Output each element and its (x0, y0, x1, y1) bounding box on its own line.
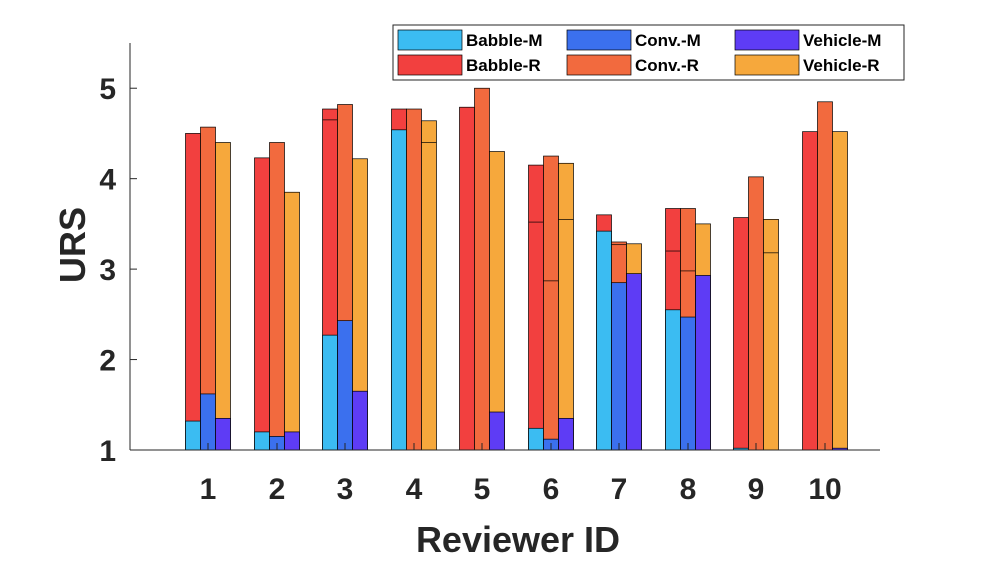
y-tick-label: 2 (99, 345, 116, 378)
legend-swatch-babble-r (397, 54, 463, 76)
bar-vehicle-m-reviewer-8 (695, 275, 711, 451)
legend-label-babble-m: Babble-M (466, 31, 543, 50)
bar-conv-m-reviewer-7 (611, 282, 627, 451)
x-tick-label: 5 (474, 473, 491, 506)
x-tick-label: 7 (611, 473, 628, 506)
bars-layer (185, 87, 848, 451)
x-tick-label: 4 (406, 473, 423, 506)
legend-swatch-conv-m (566, 29, 632, 51)
x-tick-label: 3 (337, 473, 354, 506)
legend-box (392, 24, 905, 81)
bar-vehicle-m-reviewer-6 (558, 417, 574, 451)
bar-babble-m-reviewer-4 (391, 129, 407, 451)
legend-label-conv-r: Conv.-R (635, 56, 699, 75)
bar-babble-m-reviewer-6 (528, 427, 544, 451)
bar-vehicle-r-reviewer-4 (421, 120, 437, 451)
legend-label-vehicle-r: Vehicle-R (803, 56, 880, 75)
bar-conv-m-reviewer-8 (680, 316, 696, 451)
legend-label-vehicle-m: Vehicle-M (803, 31, 881, 50)
y-tick-label: 1 (99, 435, 116, 468)
legend: Babble-M Conv.-M Vehicle-M Babble-R Conv.-R V… (392, 24, 905, 81)
bar-vehicle-m-reviewer-5 (489, 411, 505, 451)
legend-swatch-vehicle-m (734, 29, 800, 51)
bar-vehicle-r-reviewer-10 (832, 131, 848, 451)
legend-label-babble-r: Babble-R (466, 56, 541, 75)
bar-vehicle-m-reviewer-1 (215, 417, 231, 451)
bar-vehicle-m-reviewer-2 (284, 431, 300, 451)
bar-conv-r-reviewer-10 (817, 101, 833, 451)
bar-babble-r-reviewer-1 (185, 133, 201, 451)
bar-vehicle-m-reviewer-7 (626, 273, 642, 451)
bar-vehicle-r-reviewer-5 (489, 151, 505, 451)
y-tick-label: 5 (99, 73, 116, 106)
bar-conv-m-reviewer-3 (337, 320, 353, 451)
x-tick-label: 10 (808, 473, 841, 506)
bar-babble-r-reviewer-2 (254, 157, 270, 451)
bar-babble-m-reviewer-8 (665, 309, 681, 451)
bar-conv-r-reviewer-4 (406, 108, 422, 451)
bar-vehicle-r-reviewer-1 (215, 142, 231, 451)
bar-babble-r-reviewer-9 (733, 217, 749, 451)
bar-babble-m-reviewer-7 (596, 230, 612, 451)
x-tick-label: 2 (269, 473, 286, 506)
bar-vehicle-r-reviewer-6 (558, 162, 574, 451)
y-tick-label: 3 (99, 254, 116, 287)
bar-babble-m-reviewer-2 (254, 431, 270, 451)
bar-babble-r-reviewer-5 (459, 106, 475, 451)
x-tick-label: 6 (543, 473, 560, 506)
bar-conv-r-reviewer-2 (269, 142, 285, 451)
x-tick-label: 1 (200, 473, 217, 506)
bar-conv-r-reviewer-9 (748, 176, 764, 451)
legend-swatch-vehicle-r (734, 54, 800, 76)
x-tick-label: 9 (748, 473, 765, 506)
bar-conv-r-reviewer-6 (543, 155, 559, 451)
legend-label-conv-m: Conv.-M (635, 31, 701, 50)
legend-swatch-conv-r (566, 54, 632, 76)
legend-swatch-babble-m (397, 29, 463, 51)
bar-conv-m-reviewer-1 (200, 393, 216, 451)
x-axis-label: Reviewer ID (416, 519, 620, 560)
bar-conv-r-reviewer-5 (474, 87, 490, 451)
bar-babble-m-reviewer-3 (322, 334, 338, 451)
axes-layer (129, 43, 880, 451)
x-tick-label: 8 (680, 473, 697, 506)
y-axis-label: URS (52, 207, 93, 283)
bar-babble-m-reviewer-1 (185, 420, 201, 451)
bar-vehicle-r-reviewer-9 (763, 219, 779, 451)
ticks-layer: 1 2 3 4 5 1 2 3 4 5 6 7 8 9 10 (99, 73, 841, 506)
bar-babble-r-reviewer-6 (528, 164, 544, 451)
bar-vehicle-r-reviewer-2 (284, 191, 300, 451)
bar-vehicle-m-reviewer-3 (352, 390, 368, 451)
bar-babble-r-reviewer-10 (802, 131, 818, 451)
y-tick-label: 4 (99, 164, 116, 197)
